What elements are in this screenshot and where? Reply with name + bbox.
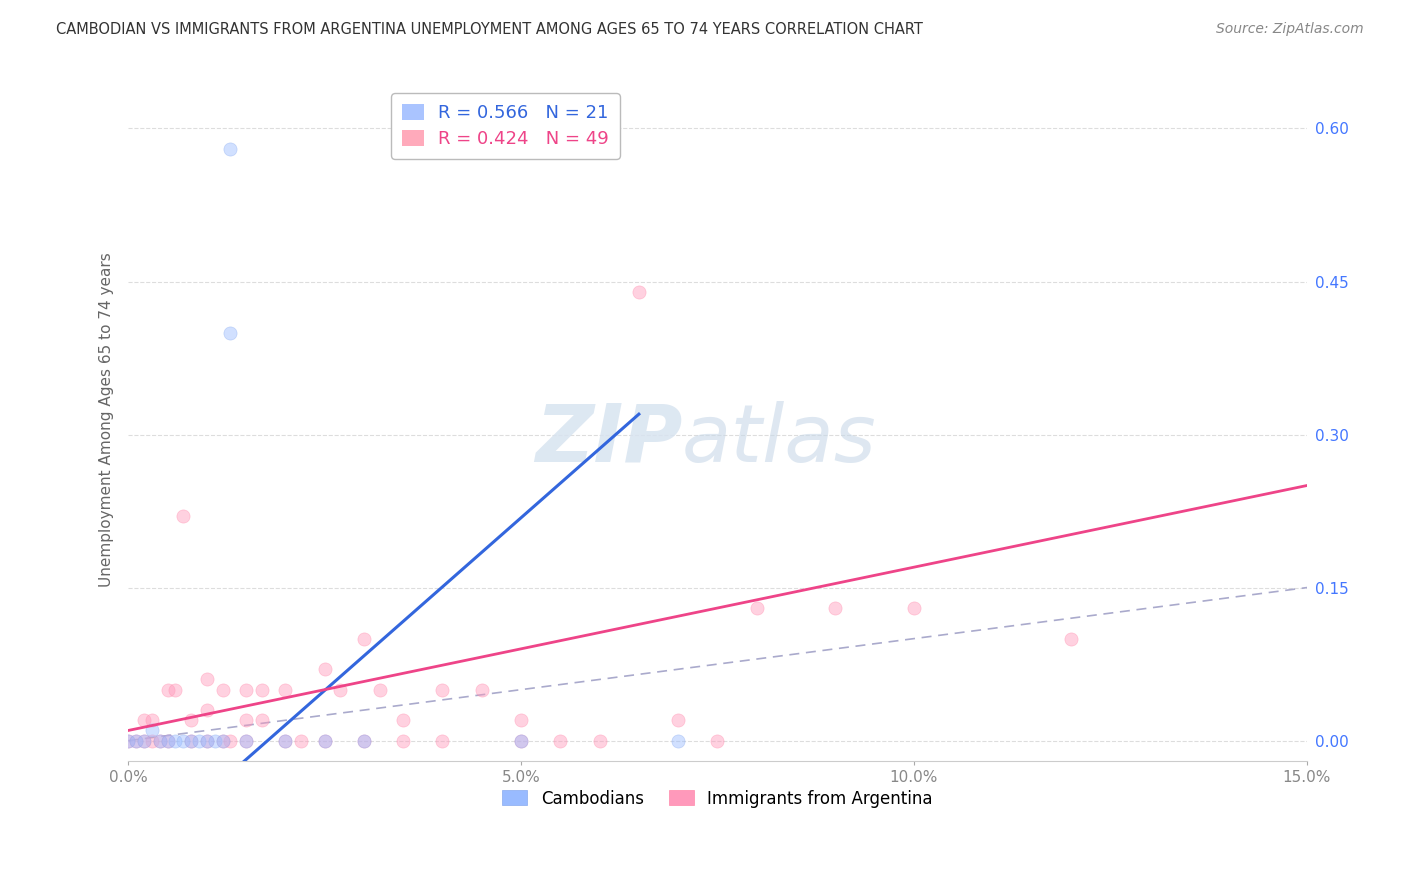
Point bbox=[172, 509, 194, 524]
Point bbox=[471, 682, 494, 697]
Point bbox=[195, 733, 218, 747]
Point bbox=[125, 733, 148, 747]
Point bbox=[329, 682, 352, 697]
Point bbox=[149, 733, 172, 747]
Point bbox=[180, 733, 202, 747]
Point bbox=[141, 733, 163, 747]
Point bbox=[666, 713, 689, 727]
Point bbox=[353, 733, 375, 747]
Point bbox=[180, 713, 202, 727]
Point bbox=[132, 733, 155, 747]
Point bbox=[290, 733, 312, 747]
Point bbox=[211, 733, 233, 747]
Point bbox=[510, 733, 533, 747]
Point bbox=[149, 733, 172, 747]
Point bbox=[903, 601, 925, 615]
Point bbox=[706, 733, 728, 747]
Point bbox=[250, 682, 273, 697]
Point bbox=[188, 733, 211, 747]
Point bbox=[314, 733, 336, 747]
Point bbox=[180, 733, 202, 747]
Point bbox=[141, 723, 163, 738]
Point bbox=[219, 326, 242, 340]
Legend: Cambodians, Immigrants from Argentina: Cambodians, Immigrants from Argentina bbox=[496, 783, 939, 814]
Point bbox=[195, 703, 218, 717]
Point bbox=[510, 733, 533, 747]
Point bbox=[1060, 632, 1083, 646]
Point bbox=[745, 601, 768, 615]
Point bbox=[219, 142, 242, 156]
Point bbox=[165, 733, 187, 747]
Point bbox=[125, 733, 148, 747]
Text: ZIP: ZIP bbox=[534, 401, 682, 479]
Point bbox=[368, 682, 391, 697]
Point bbox=[666, 733, 689, 747]
Y-axis label: Unemployment Among Ages 65 to 74 years: Unemployment Among Ages 65 to 74 years bbox=[100, 252, 114, 587]
Point bbox=[314, 662, 336, 676]
Point bbox=[195, 733, 218, 747]
Point bbox=[250, 713, 273, 727]
Point bbox=[156, 682, 179, 697]
Point bbox=[165, 682, 187, 697]
Point bbox=[117, 733, 139, 747]
Point bbox=[824, 601, 846, 615]
Point bbox=[204, 733, 226, 747]
Point bbox=[195, 673, 218, 687]
Point bbox=[219, 733, 242, 747]
Point bbox=[211, 682, 233, 697]
Point bbox=[392, 733, 415, 747]
Point bbox=[235, 713, 257, 727]
Point bbox=[172, 733, 194, 747]
Point bbox=[432, 682, 454, 697]
Point bbox=[588, 733, 610, 747]
Point bbox=[141, 713, 163, 727]
Point bbox=[314, 733, 336, 747]
Point bbox=[274, 733, 297, 747]
Point bbox=[156, 733, 179, 747]
Text: Source: ZipAtlas.com: Source: ZipAtlas.com bbox=[1216, 22, 1364, 37]
Point bbox=[432, 733, 454, 747]
Point bbox=[235, 733, 257, 747]
Point bbox=[627, 285, 650, 299]
Point bbox=[510, 713, 533, 727]
Text: CAMBODIAN VS IMMIGRANTS FROM ARGENTINA UNEMPLOYMENT AMONG AGES 65 TO 74 YEARS CO: CAMBODIAN VS IMMIGRANTS FROM ARGENTINA U… bbox=[56, 22, 924, 37]
Text: atlas: atlas bbox=[682, 401, 877, 479]
Point bbox=[156, 733, 179, 747]
Point bbox=[550, 733, 572, 747]
Point bbox=[132, 713, 155, 727]
Point bbox=[274, 733, 297, 747]
Point bbox=[392, 713, 415, 727]
Point bbox=[132, 733, 155, 747]
Point bbox=[353, 632, 375, 646]
Point bbox=[274, 682, 297, 697]
Point bbox=[353, 733, 375, 747]
Point bbox=[235, 682, 257, 697]
Point bbox=[235, 733, 257, 747]
Point bbox=[117, 733, 139, 747]
Point bbox=[211, 733, 233, 747]
